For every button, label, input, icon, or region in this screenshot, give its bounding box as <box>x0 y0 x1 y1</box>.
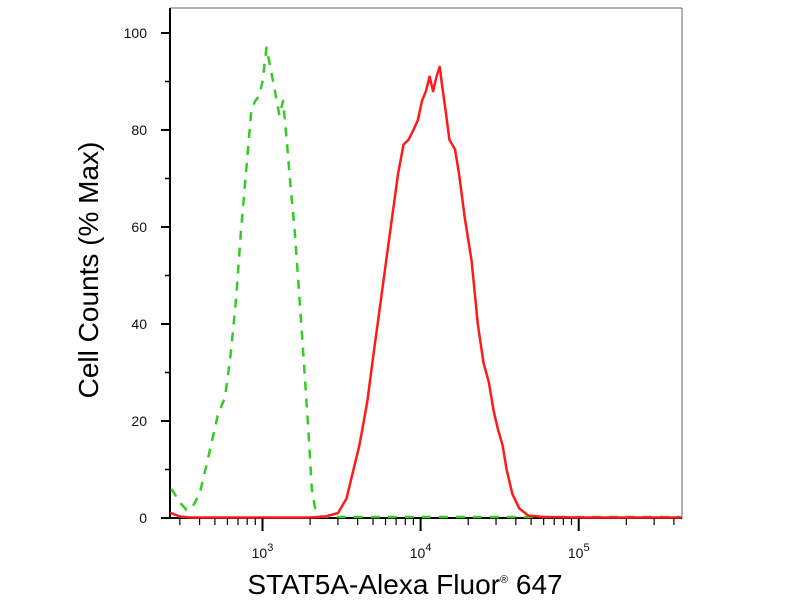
x-axis-title: STAT5A-Alexa Fluor® 647 <box>247 569 562 600</box>
x-axis-title-tail: 647 <box>508 569 563 600</box>
x-tick-label-exponent: 5 <box>583 542 589 554</box>
x-tick-label-10e3: 103 <box>252 542 274 561</box>
x-tick-label-base: 10 <box>410 545 426 561</box>
series-layer <box>170 46 682 519</box>
y-tick-label-100: 100 <box>124 25 148 41</box>
y-tick-label-80: 80 <box>131 122 147 138</box>
x-tick-label-exponent: 4 <box>425 542 431 554</box>
x-axis-title-main: STAT5A-Alexa Fluor <box>247 569 500 600</box>
x-tick-label-base: 10 <box>568 545 584 561</box>
y-tick-label-20: 20 <box>131 413 147 429</box>
ticks-layer <box>161 32 675 531</box>
x-axis-title-registered: ® <box>500 574 508 586</box>
x-tick-label-10e5: 105 <box>568 542 590 561</box>
y-axis-title: Cell Counts (% Max) <box>73 142 104 399</box>
x-tick-label-10e4: 104 <box>410 542 432 561</box>
x-tick-label-base: 10 <box>252 545 268 561</box>
y-tick-label-60: 60 <box>131 219 147 235</box>
x-tick-label-exponent: 3 <box>267 542 273 554</box>
y-tick-label-40: 40 <box>131 316 147 332</box>
series-line-2 <box>170 65 682 519</box>
series-line-1 <box>170 46 681 519</box>
y-tick-label-0: 0 <box>139 510 147 526</box>
